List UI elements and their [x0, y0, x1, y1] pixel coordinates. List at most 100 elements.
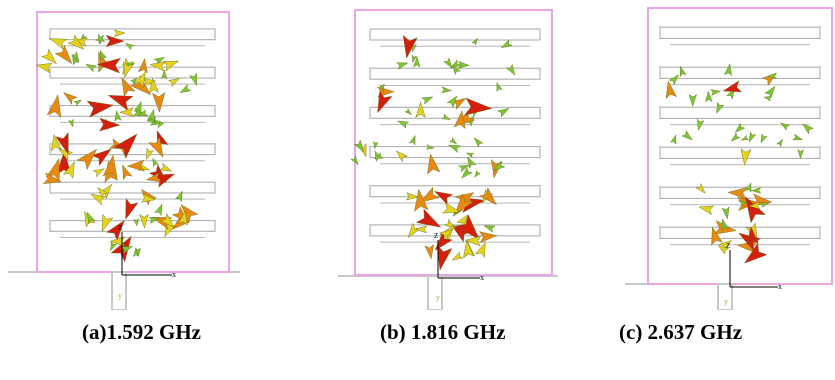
current-arrow	[797, 149, 804, 160]
current-arrow	[153, 173, 176, 188]
current-arrow	[98, 117, 121, 132]
current-arrow	[135, 247, 141, 257]
current-arrow	[760, 133, 768, 144]
meander-segment	[49, 181, 216, 194]
current-arrow	[475, 241, 486, 258]
current-arrow	[101, 213, 114, 233]
current-arrow	[377, 90, 393, 114]
current-arrow	[374, 150, 383, 162]
current-distribution-a: x Z y	[8, 11, 240, 310]
current-arrow	[453, 110, 466, 130]
current-arrow	[718, 239, 733, 252]
current-arrow	[441, 86, 452, 94]
current-arrow	[148, 216, 160, 224]
current-arrow	[41, 48, 57, 65]
current-arrow	[695, 182, 706, 194]
current-arrow	[802, 123, 814, 135]
current-arrow	[473, 137, 484, 148]
current-arrow	[137, 109, 149, 117]
current-arrow	[106, 219, 125, 241]
current-arrow	[461, 166, 473, 179]
current-arrow	[137, 57, 148, 74]
current-arrow	[98, 33, 106, 45]
current-arrow	[154, 203, 163, 217]
current-arrow	[411, 54, 418, 64]
current-arrow	[161, 60, 180, 72]
current-arrow	[119, 107, 134, 117]
current-arrow	[436, 244, 453, 271]
axis-x-label: x	[172, 270, 176, 279]
meander-segment	[659, 26, 821, 40]
feed-label: y	[436, 293, 440, 302]
current-arrow	[748, 201, 761, 210]
substrate-outline	[647, 7, 833, 285]
current-arrow	[419, 186, 440, 203]
panel-b: x Z y	[310, 0, 570, 310]
current-arrow	[133, 71, 146, 89]
current-arrow	[698, 205, 715, 216]
current-arrow	[129, 77, 138, 85]
current-arrow	[178, 210, 188, 226]
current-arrow	[405, 192, 419, 201]
current-arrow	[91, 148, 112, 167]
current-arrow	[444, 218, 456, 229]
current-arrow	[107, 95, 134, 112]
current-arrow	[421, 96, 434, 105]
current-arrow	[379, 83, 385, 93]
current-arrow	[750, 187, 762, 194]
feed-line	[111, 271, 127, 310]
meander-segment	[659, 226, 821, 239]
current-arrow	[493, 160, 506, 171]
current-arrow	[86, 211, 96, 225]
current-arrow	[145, 172, 162, 182]
feed-label: y	[118, 291, 122, 300]
current-arrow	[395, 62, 409, 70]
current-arrow	[46, 94, 62, 118]
current-arrow	[110, 241, 118, 252]
current-arrow	[159, 213, 175, 228]
current-arrow	[456, 214, 469, 228]
current-arrow	[681, 130, 693, 141]
current-arrow	[76, 148, 98, 170]
axis-z-label: Z	[118, 224, 122, 232]
current-arrow	[68, 118, 74, 128]
current-arrow	[73, 99, 83, 107]
current-arrow	[70, 51, 80, 62]
current-arrow	[505, 63, 516, 76]
current-arrow	[746, 225, 759, 245]
current-arrow	[478, 231, 498, 244]
current-arrow	[743, 242, 768, 264]
feed-label: y	[724, 297, 728, 306]
current-arrow	[792, 133, 804, 141]
current-arrow	[97, 186, 109, 199]
current-arrow	[63, 92, 78, 105]
current-arrow	[133, 218, 139, 227]
meander-segment	[49, 219, 216, 232]
current-arrow	[764, 85, 776, 99]
caption-c: (c) 2.637 GHz	[619, 320, 743, 344]
current-arrow	[189, 72, 197, 87]
meander-segment	[49, 28, 216, 41]
current-arrow	[413, 56, 421, 68]
current-arrow	[96, 57, 121, 74]
current-arrow	[464, 97, 493, 116]
current-arrow	[161, 69, 168, 80]
current-arrow	[716, 101, 725, 114]
current-arrow	[496, 81, 503, 93]
current-arrow	[140, 193, 156, 203]
current-arrow	[92, 168, 105, 178]
current-arrow	[120, 246, 134, 255]
current-arrow	[730, 132, 741, 142]
meander-segment	[659, 106, 821, 119]
current-arrow	[443, 57, 453, 69]
current-arrow	[139, 213, 149, 229]
meander-segment	[369, 224, 541, 237]
meander-segment	[659, 66, 821, 79]
current-arrow	[149, 61, 166, 72]
current-arrow	[478, 187, 497, 206]
current-arrow	[415, 208, 442, 228]
current-arrow	[721, 218, 730, 231]
current-arrow	[457, 60, 470, 69]
current-arrow	[455, 214, 480, 241]
meander-line	[659, 26, 821, 246]
